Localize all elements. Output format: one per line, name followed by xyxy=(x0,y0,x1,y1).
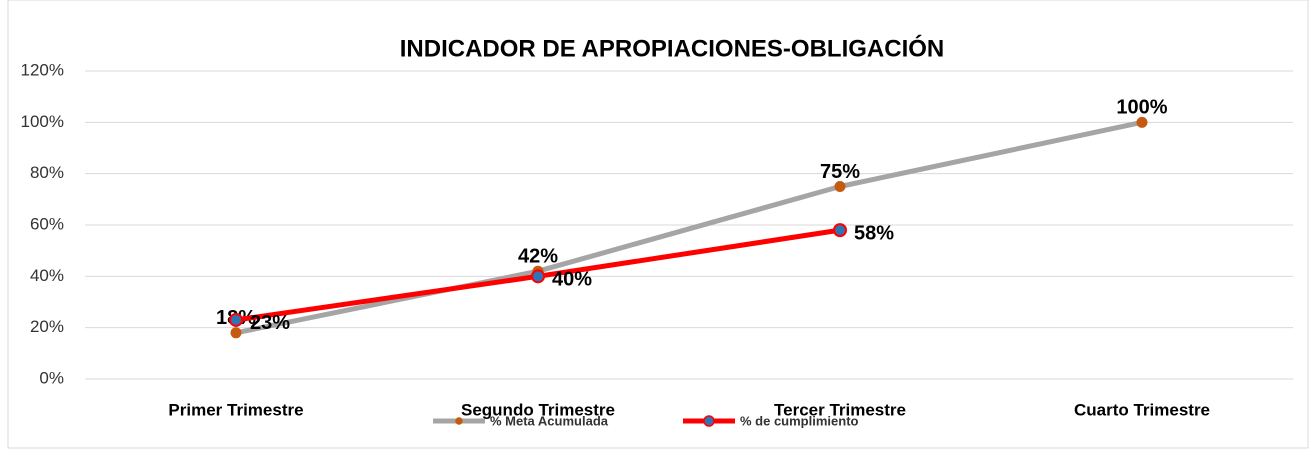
data-point xyxy=(834,181,846,192)
data-point xyxy=(229,312,243,327)
data-label: 58% xyxy=(854,222,894,244)
y-tick-label: 120% xyxy=(21,60,64,79)
legend-marker xyxy=(703,415,715,427)
y-tick-label: 60% xyxy=(30,214,64,233)
data-label: 40% xyxy=(552,269,592,291)
x-tick-label: Cuarto Trimestre xyxy=(1074,400,1210,419)
y-tick-label: 100% xyxy=(21,112,64,131)
x-tick-label: Tercer Trimestre xyxy=(774,400,906,419)
x-tick-label: Segundo Trimestre xyxy=(461,400,615,419)
data-point xyxy=(531,269,545,284)
y-tick-label: 40% xyxy=(30,266,64,285)
y-tick-label: 80% xyxy=(30,163,64,182)
series-line xyxy=(235,119,1143,336)
data-point xyxy=(833,223,847,238)
y-tick-label: 20% xyxy=(30,317,64,336)
data-label: 42% xyxy=(518,245,558,267)
chart-border xyxy=(7,0,1309,449)
data-point xyxy=(230,327,242,339)
data-label: 23% xyxy=(250,312,290,334)
legend-label: % Meta Acumulada xyxy=(490,413,609,428)
data-label: 75% xyxy=(820,161,860,183)
legend-label: % de cumplimiento xyxy=(740,413,859,428)
y-tick-label: 0% xyxy=(39,368,64,387)
chart-title: INDICADOR DE APROPIACIONES-OBLIGACIÓN xyxy=(400,34,944,62)
data-point xyxy=(1136,116,1148,128)
data-label: 100% xyxy=(1116,97,1167,119)
x-tick-label: Primer Trimestre xyxy=(168,400,303,419)
legend-marker xyxy=(455,417,463,425)
